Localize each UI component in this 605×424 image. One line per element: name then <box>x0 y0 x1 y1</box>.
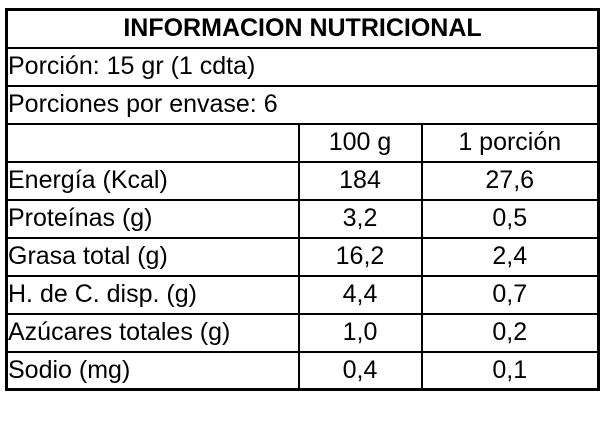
row-label: H. de C. disp. (g) <box>5 274 300 315</box>
value-portion: 0,7 <box>420 274 600 315</box>
row-label: Proteínas (g) <box>5 198 300 239</box>
title-row: INFORMACION NUTRICIONAL <box>5 8 600 49</box>
column-header-row: 100 g 1 porción <box>5 122 600 163</box>
table-row: Proteínas (g) 3,2 0,5 <box>5 198 600 239</box>
value-portion: 0,1 <box>420 350 600 391</box>
value-portion: 27,6 <box>420 160 600 201</box>
table-row: Grasa total (g) 16,2 2,4 <box>5 236 600 277</box>
row-label: Azúcares totales (g) <box>5 312 300 353</box>
column-header-100g: 100 g <box>297 122 423 163</box>
value-100g: 0,4 <box>297 350 423 391</box>
row-label: Energía (Kcal) <box>5 160 300 201</box>
servings-per-container-row: Porciones por envase: 6 <box>5 84 600 125</box>
value-portion: 0,2 <box>420 312 600 353</box>
row-label: Grasa total (g) <box>5 236 300 277</box>
table-title: INFORMACION NUTRICIONAL <box>5 8 600 49</box>
empty-header-cell <box>5 122 300 163</box>
serving-size-text: Porción: 15 gr (1 cdta) <box>5 46 600 87</box>
table-row: Azúcares totales (g) 1,0 0,2 <box>5 312 600 353</box>
value-100g: 184 <box>297 160 423 201</box>
nutrition-label: INFORMACION NUTRICIONAL Porción: 15 gr (… <box>5 8 600 391</box>
value-100g: 1,0 <box>297 312 423 353</box>
table-row: Energía (Kcal) 184 27,6 <box>5 160 600 201</box>
value-100g: 4,4 <box>297 274 423 315</box>
row-label: Sodio (mg) <box>5 350 300 391</box>
column-header-portion: 1 porción <box>420 122 600 163</box>
nutrition-table: INFORMACION NUTRICIONAL Porción: 15 gr (… <box>5 8 600 391</box>
servings-per-container-text: Porciones por envase: 6 <box>5 84 600 125</box>
value-portion: 0,5 <box>420 198 600 239</box>
table-row: Sodio (mg) 0,4 0,1 <box>5 350 600 391</box>
table-row: H. de C. disp. (g) 4,4 0,7 <box>5 274 600 315</box>
value-100g: 3,2 <box>297 198 423 239</box>
value-100g: 16,2 <box>297 236 423 277</box>
value-portion: 2,4 <box>420 236 600 277</box>
serving-size-row: Porción: 15 gr (1 cdta) <box>5 46 600 87</box>
